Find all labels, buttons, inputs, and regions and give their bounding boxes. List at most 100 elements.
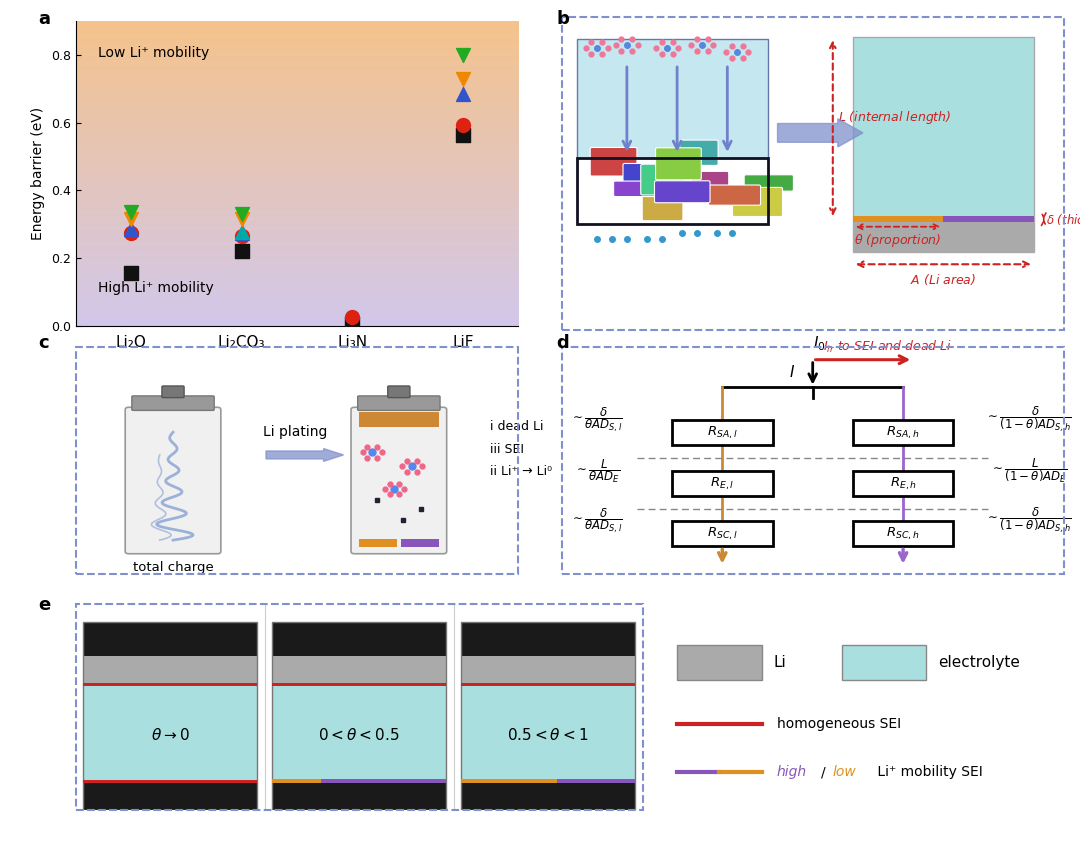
Text: Li⁺ mobility SEI: Li⁺ mobility SEI [873, 765, 983, 779]
Bar [677, 645, 761, 680]
FancyBboxPatch shape [656, 147, 701, 180]
Bar [83, 683, 257, 686]
Point [233, 213, 251, 226]
Bar [83, 656, 257, 684]
Bar [461, 779, 557, 783]
Text: $\sim\dfrac{\delta}{\theta AD_{S,l}}$: $\sim\dfrac{\delta}{\theta AD_{S,l}}$ [570, 506, 623, 536]
FancyBboxPatch shape [643, 189, 683, 221]
Bar [853, 219, 1034, 252]
Bar [83, 780, 257, 783]
Point [122, 267, 139, 280]
Bar [83, 622, 257, 810]
Bar [83, 622, 257, 656]
FancyBboxPatch shape [640, 165, 685, 195]
FancyBboxPatch shape [125, 407, 220, 554]
Bar [842, 645, 927, 680]
Text: Li: Li [773, 655, 786, 670]
Bar [272, 656, 446, 684]
Text: homogeneous SEI: homogeneous SEI [777, 717, 901, 731]
Bar [577, 39, 768, 158]
Bar [557, 779, 635, 783]
Bar [272, 683, 446, 686]
FancyBboxPatch shape [744, 175, 794, 191]
Point [122, 206, 139, 219]
Point [455, 117, 472, 131]
FancyBboxPatch shape [613, 181, 680, 196]
Bar [475, 661, 527, 684]
Bar [461, 782, 635, 810]
FancyBboxPatch shape [708, 185, 760, 205]
Text: $L$ (internal length): $L$ (internal length) [838, 109, 951, 126]
Bar [853, 420, 954, 446]
Bar [272, 622, 446, 810]
Text: $\sim\dfrac{\delta}{\theta AD_{S,l}}$: $\sim\dfrac{\delta}{\theta AD_{S,l}}$ [570, 405, 623, 434]
FancyBboxPatch shape [654, 181, 710, 203]
Text: $R_{E,l}$: $R_{E,l}$ [711, 475, 734, 492]
Text: a: a [38, 10, 50, 28]
Text: $R_{SA,l}$: $R_{SA,l}$ [707, 425, 738, 441]
Text: $\delta$ (thickness): $\delta$ (thickness) [1047, 212, 1080, 227]
Point [233, 244, 251, 258]
FancyBboxPatch shape [691, 171, 729, 195]
Bar [272, 779, 321, 783]
FancyBboxPatch shape [357, 396, 440, 411]
Bar [853, 217, 943, 222]
Point [455, 87, 472, 101]
Point [343, 310, 361, 324]
Text: d: d [556, 334, 569, 352]
Bar [943, 217, 1034, 222]
FancyBboxPatch shape [590, 147, 637, 176]
FancyBboxPatch shape [132, 396, 214, 411]
Text: ii Li⁺ → Li⁰: ii Li⁺ → Li⁰ [489, 465, 552, 478]
Bar [289, 661, 350, 684]
Bar [672, 521, 772, 547]
Bar [83, 684, 257, 782]
Bar [359, 539, 396, 548]
Text: $\theta$ (proportion): $\theta$ (proportion) [854, 232, 942, 249]
Bar [272, 684, 446, 782]
Bar [672, 470, 772, 496]
Bar [552, 661, 604, 684]
Bar [461, 656, 635, 684]
Y-axis label: Energy barrier (eV): Energy barrier (eV) [31, 107, 45, 240]
Bar [853, 521, 954, 547]
Text: $R_{SC,h}$: $R_{SC,h}$ [887, 525, 920, 542]
Bar [83, 782, 257, 810]
FancyBboxPatch shape [679, 140, 718, 165]
Point [455, 128, 472, 141]
Bar [461, 683, 635, 686]
Bar [359, 412, 438, 427]
Point [233, 229, 251, 243]
Bar [401, 539, 438, 548]
Point [233, 207, 251, 221]
FancyArrow shape [778, 119, 863, 147]
Text: $R_{SC,l}$: $R_{SC,l}$ [707, 525, 738, 542]
Text: b: b [556, 10, 569, 28]
Bar [672, 420, 772, 446]
Bar [461, 622, 635, 810]
FancyArrow shape [266, 448, 343, 461]
Bar [461, 622, 635, 656]
Point [233, 225, 251, 238]
Text: $\sim\dfrac{\delta}{(1-\theta)AD_{S,h}}$: $\sim\dfrac{\delta}{(1-\theta)AD_{S,h}}$ [985, 506, 1072, 536]
Text: $\sim\dfrac{L}{(1-\theta)AD_E}$: $\sim\dfrac{L}{(1-\theta)AD_E}$ [990, 456, 1067, 485]
Bar [321, 779, 446, 783]
Text: high: high [777, 765, 807, 779]
Text: low: low [833, 765, 856, 779]
Point [122, 223, 139, 237]
FancyBboxPatch shape [351, 407, 447, 554]
FancyBboxPatch shape [623, 164, 679, 194]
Point [233, 226, 251, 240]
Point [343, 317, 361, 331]
Text: Low Li⁺ mobility: Low Li⁺ mobility [98, 45, 210, 60]
Bar [461, 684, 635, 782]
Text: High Li⁺ mobility: High Li⁺ mobility [98, 281, 214, 295]
Bar [272, 622, 446, 656]
Bar [853, 38, 1034, 219]
FancyBboxPatch shape [388, 386, 410, 398]
Point [122, 226, 139, 240]
Text: $I_{ir}$ to SEI and dead Li: $I_{ir}$ to SEI and dead Li [823, 339, 953, 355]
Text: $0 < \theta < 0.5$: $0 < \theta < 0.5$ [319, 728, 400, 743]
Point [455, 48, 472, 62]
Text: c: c [38, 334, 49, 352]
